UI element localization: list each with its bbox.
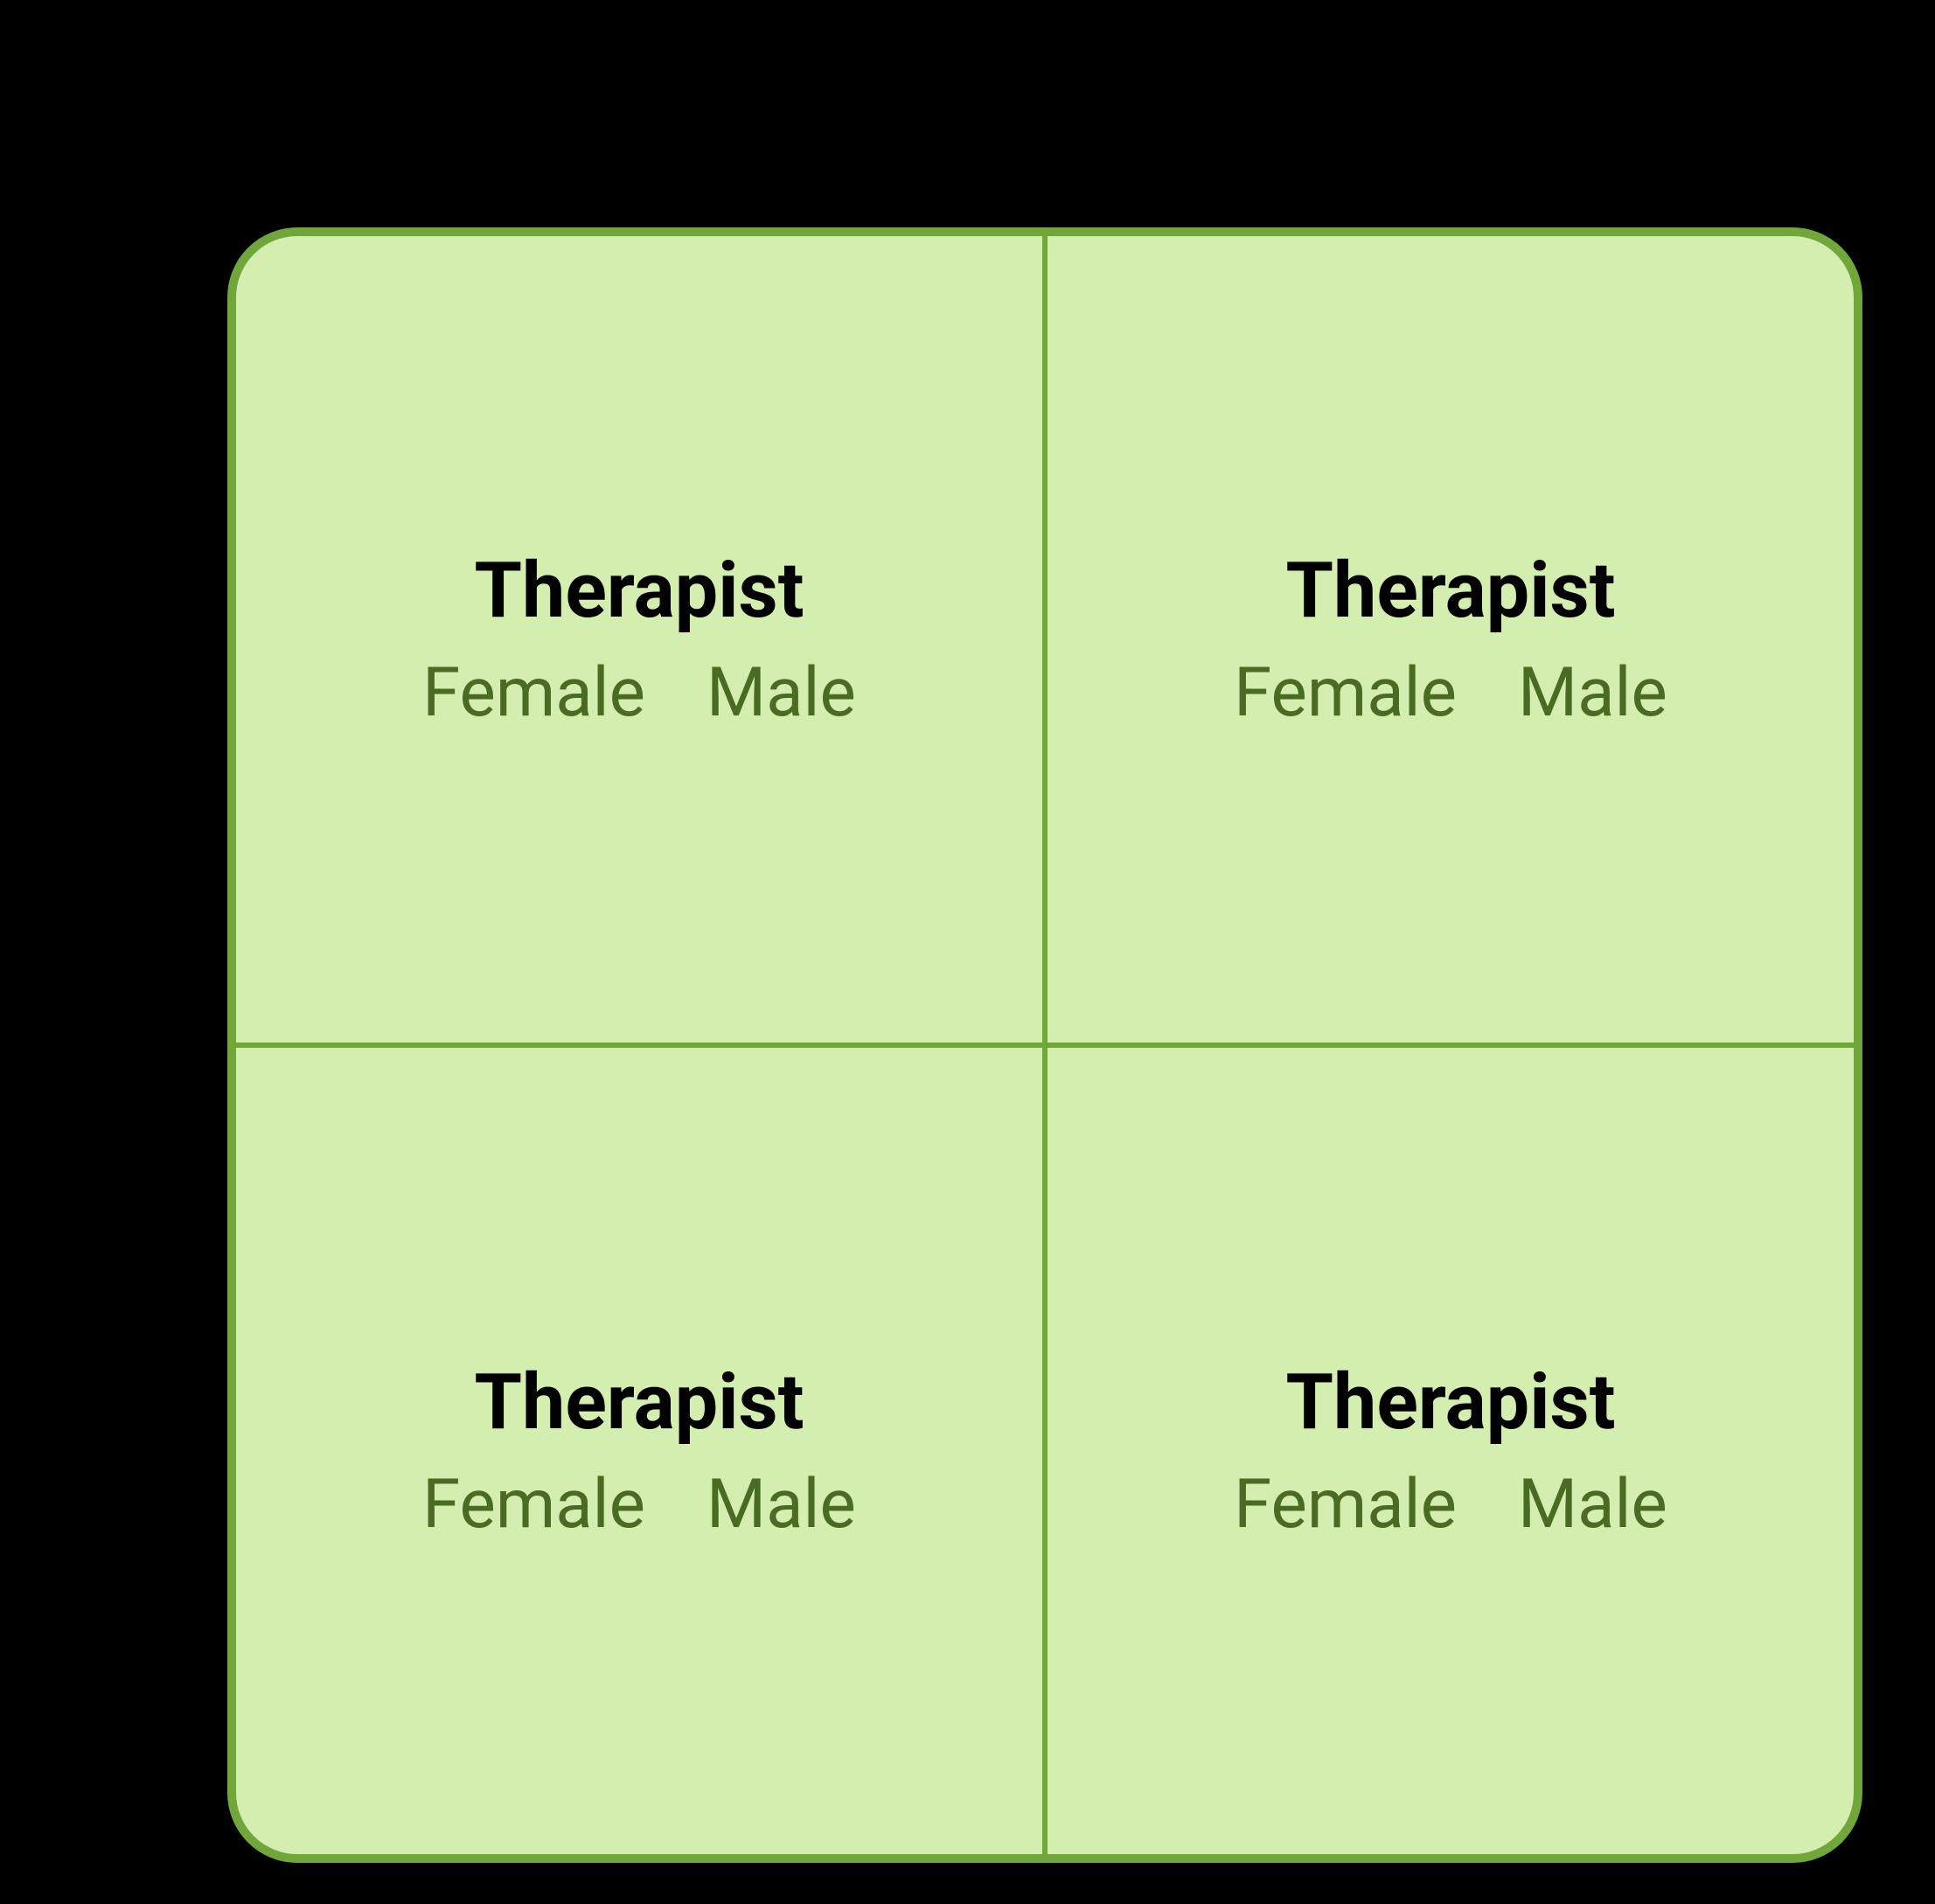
- cell-sub-right: Male: [706, 653, 856, 733]
- cell-sub-right: Male: [1518, 653, 1667, 733]
- cell-subrow: Female Male: [1234, 1465, 1667, 1545]
- cell-title: Therapist: [1286, 546, 1616, 636]
- cell-top-right: Therapist Female Male: [1045, 236, 1854, 1045]
- cell-title: Therapist: [475, 1357, 804, 1447]
- cell-sub-left: Female: [422, 653, 645, 733]
- cell-subrow: Female Male: [1234, 653, 1667, 733]
- cell-top-left: Therapist Female Male: [236, 236, 1045, 1045]
- cell-sub-left: Female: [1234, 653, 1457, 733]
- cell-bottom-right: Therapist Female Male: [1045, 1045, 1854, 1854]
- cell-title: Therapist: [1286, 1357, 1616, 1447]
- cell-subrow: Female Male: [422, 653, 856, 733]
- cell-sub-right: Male: [1518, 1465, 1667, 1545]
- cell-sub-right: Male: [706, 1465, 856, 1545]
- cell-sub-left: Female: [1234, 1465, 1457, 1545]
- cell-subrow: Female Male: [422, 1465, 856, 1545]
- cell-sub-left: Female: [422, 1465, 645, 1545]
- matrix-grid: Therapist Female Male Therapist Female M…: [227, 227, 1862, 1863]
- cell-title: Therapist: [475, 546, 804, 636]
- cell-bottom-left: Therapist Female Male: [236, 1045, 1045, 1854]
